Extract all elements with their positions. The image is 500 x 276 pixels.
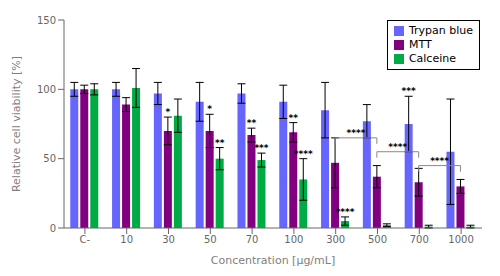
- html-text:MTT: MTT: [408, 38, 432, 51]
- svg-text:**: **: [215, 138, 225, 148]
- svg-text:50: 50: [43, 153, 56, 164]
- svg-text:1000: 1000: [448, 234, 473, 245]
- svg-text:****: ****: [430, 156, 449, 166]
- svg-text:0: 0: [50, 223, 56, 234]
- html-text:Calceine: Calceine: [408, 52, 456, 65]
- svg-text:*: *: [207, 104, 212, 114]
- svg-text:***: ***: [402, 86, 416, 96]
- svg-text:****: ****: [336, 207, 355, 217]
- svg-text:100: 100: [37, 84, 56, 95]
- svg-text:Concentration [µg/mL]: Concentration [µg/mL]: [211, 254, 335, 267]
- svg-text:****: ****: [347, 128, 366, 138]
- svg-text:**: **: [247, 118, 257, 128]
- svg-text:100: 100: [284, 234, 303, 245]
- svg-text:150: 150: [37, 15, 56, 26]
- svg-text:*: *: [166, 107, 171, 117]
- svg-text:***: ***: [254, 143, 268, 153]
- svg-text:70: 70: [246, 234, 259, 245]
- svg-text:500: 500: [368, 234, 387, 245]
- html-text:Trypan blue: Trypan blue: [408, 24, 473, 37]
- svg-text:****: ****: [294, 149, 313, 159]
- svg-text:C-: C-: [80, 234, 91, 245]
- svg-text:Relative cell viability [%]: Relative cell viability [%]: [10, 56, 23, 192]
- svg-text:300: 300: [326, 234, 345, 245]
- svg-text:****: ****: [388, 142, 407, 152]
- svg-text:**: **: [289, 113, 299, 123]
- svg-text:10: 10: [120, 234, 133, 245]
- svg-text:30: 30: [162, 234, 175, 245]
- svg-text:50: 50: [204, 234, 217, 245]
- svg-text:700: 700: [410, 234, 429, 245]
